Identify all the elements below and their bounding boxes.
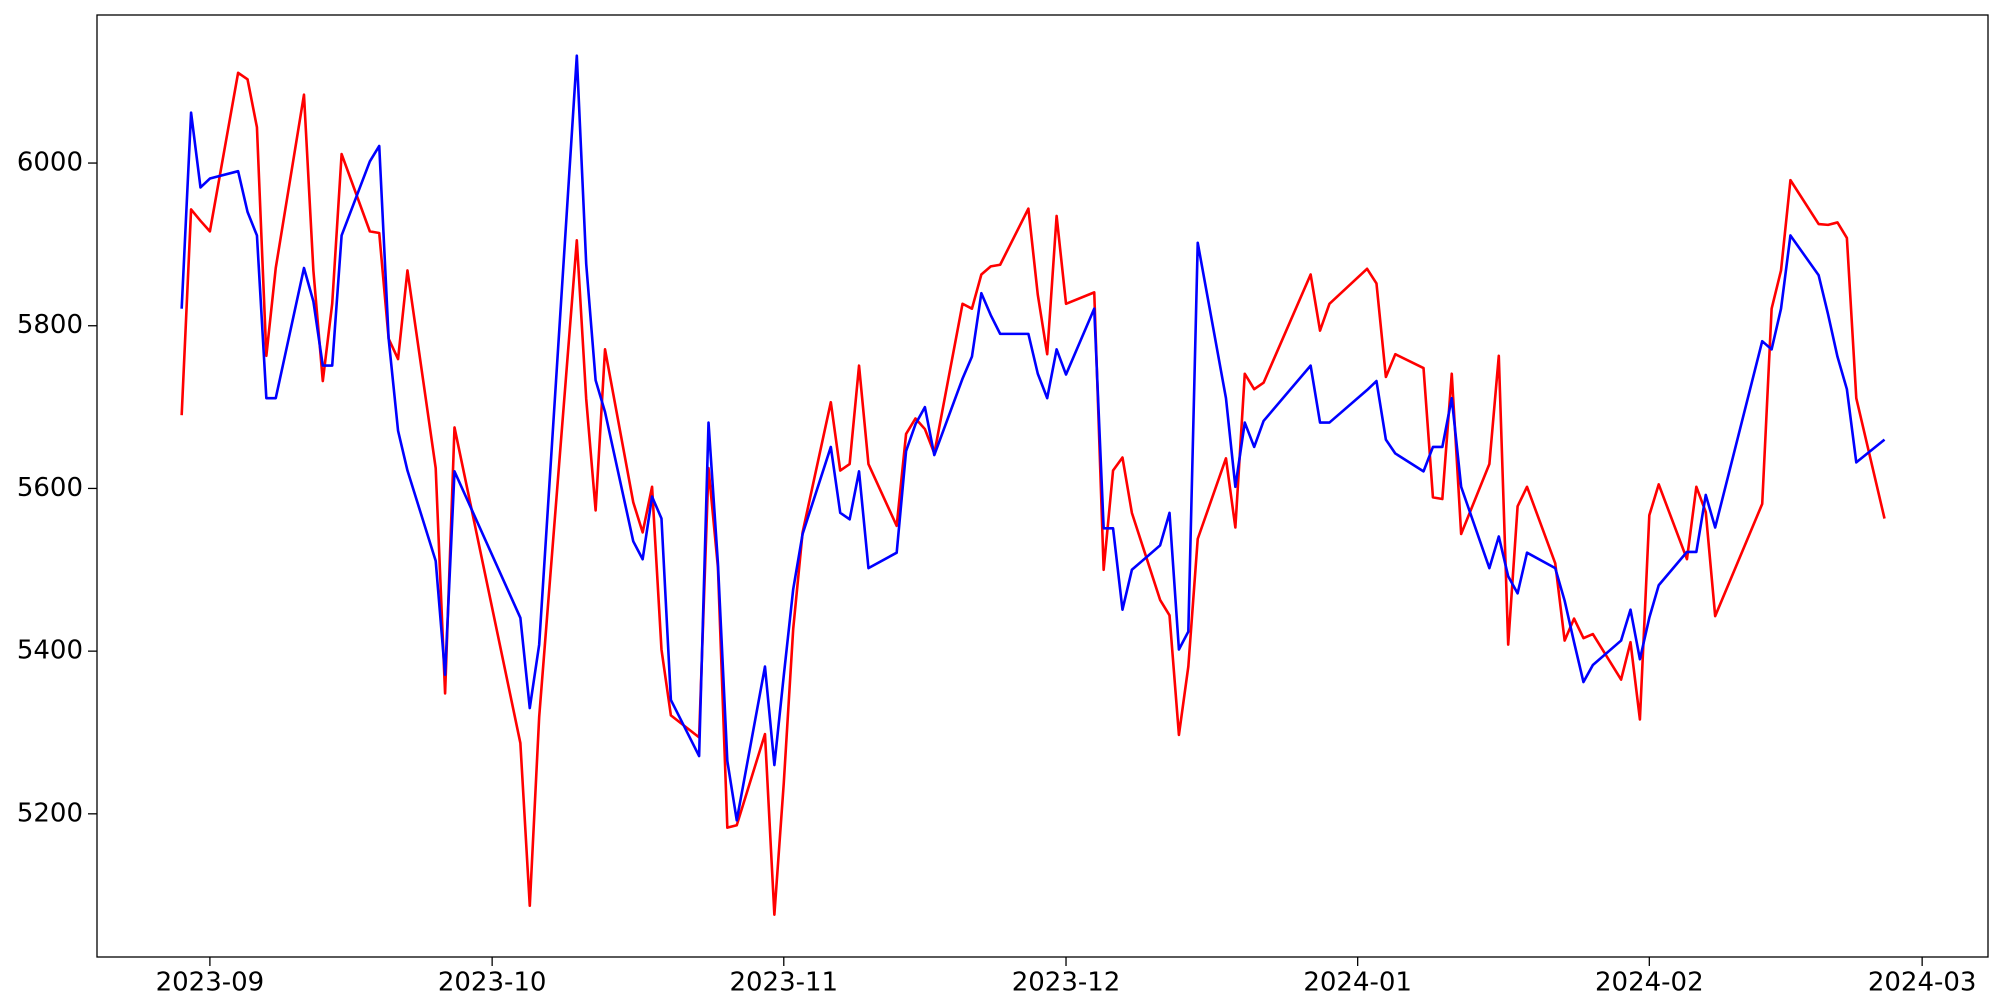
x-tick-label: 2023-10 [438,968,547,998]
x-tick-label: 2023-12 [1012,968,1121,998]
y-tick-label: 5600 [17,473,83,503]
y-tick-label: 5200 [17,798,83,828]
plot-frame [96,14,1989,958]
y-tick-label: 5800 [17,310,83,340]
line-series [180,54,1886,822]
y-tick-label: 6000 [17,148,83,178]
y-tick-label: 5400 [17,636,83,666]
x-tick-label: 2023-09 [156,968,265,998]
x-tick-label: 2024-01 [1303,968,1412,998]
x-tick-label: 2024-02 [1595,968,1704,998]
line-series [180,71,1886,916]
x-tick-label: 2023-11 [729,968,838,998]
x-tick-label: 2024-03 [1868,968,1977,998]
